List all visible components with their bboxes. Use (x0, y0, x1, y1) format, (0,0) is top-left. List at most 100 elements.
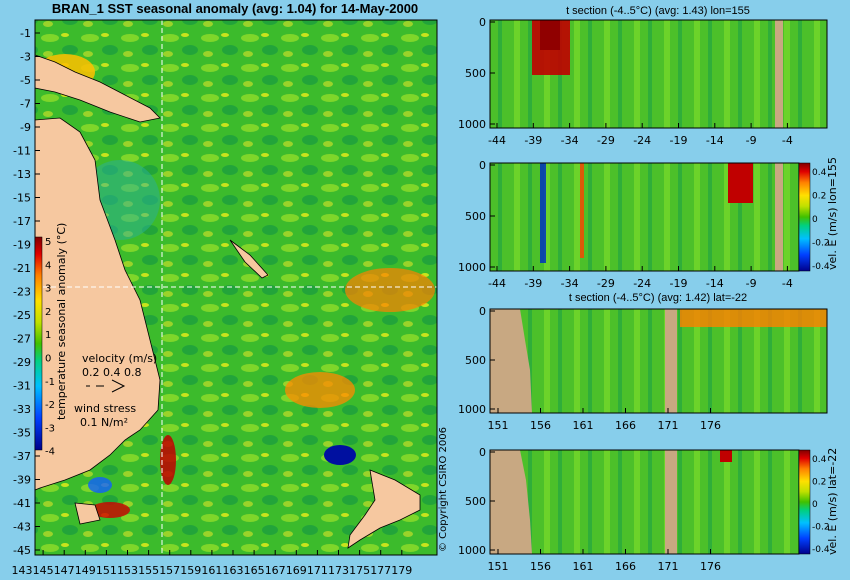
westward-current (540, 163, 546, 263)
land-mask (490, 450, 532, 554)
section-x-tick-label: 166 (615, 419, 636, 432)
colorbar-tick-label: -3 (45, 423, 55, 434)
vel-colorbar-lat (798, 449, 811, 555)
vel-colorbar-lat-label: vel. E (m/s) lat=-22 (826, 448, 839, 555)
section-x-tick-label: -34 (561, 277, 579, 290)
map-y-tick-label: -9 (20, 121, 31, 134)
section-x-tick-label: 171 (658, 419, 679, 432)
section-x-tick-label: 161 (573, 560, 594, 573)
vel-colorbar-tick-label: 0 (812, 500, 818, 510)
new-guinea-landmass (34, 54, 161, 123)
map-y-tick-label: -29 (13, 356, 31, 369)
colorbar-tick-label: 2 (45, 307, 51, 318)
land-mask (665, 450, 677, 554)
land-mask (775, 163, 783, 271)
colorbar-tick-label: 1 (45, 330, 51, 341)
section-y-tick-label: 500 (465, 210, 486, 223)
colorbar-tick-label: -4 (45, 447, 55, 458)
section-x-tick-label: -29 (597, 277, 615, 290)
map-x-tick-label: 169 (286, 564, 307, 577)
cold-anomaly-patch (88, 477, 112, 493)
velocity-legend-title: velocity (m/s) (82, 352, 157, 365)
section-x-tick-label: -44 (488, 134, 506, 147)
map-y-tick-label: -41 (13, 497, 31, 510)
map-x-tick-label: 155 (138, 564, 159, 577)
map-x-tick-label: 163 (223, 564, 244, 577)
map-x-axis: 143 145 147 149 151 153 155 157 159 161 163 165 167 1… (12, 550, 412, 577)
map-y-tick-label: -15 (13, 192, 31, 205)
colorbar-ticks: 5 4 3 2 1 0 -1 -2 -3 -4 (45, 237, 55, 458)
land-mask (775, 20, 783, 128)
section-y-tick-label: 500 (465, 67, 486, 80)
section-x-tick-label: -44 (488, 277, 506, 290)
vel-colorbar-tick-label: -0.2 (812, 239, 830, 249)
section-x-tick-label: 171 (658, 560, 679, 573)
map-x-tick-label: 173 (328, 564, 349, 577)
vel-colorbar-lon (798, 162, 811, 272)
section-x-tick-label: -39 (524, 134, 542, 147)
section-y-tick-label: 500 (465, 354, 486, 367)
vel-colorbar-lat-ticks: 0.4 0.2 0 -0.2 -0.4 (812, 455, 830, 555)
vel-colorbar-lon-ticks: 0.4 0.2 0 -0.2 -0.4 (812, 168, 830, 272)
colorbar-tick-label: 3 (45, 284, 51, 295)
section-x-tick-label: -4 (782, 277, 793, 290)
map-x-tick-label: 151 (96, 564, 117, 577)
new-zealand-landmass (347, 469, 421, 549)
vel-colorbar-tick-label: 0.2 (812, 478, 826, 488)
map-x-tick-label: 165 (244, 564, 265, 577)
map-y-tick-label: -11 (13, 145, 31, 158)
section-x-tick-label: 151 (488, 560, 509, 573)
vel-colorbar-tick-label: -0.2 (812, 523, 830, 533)
section-x-tick-label: -24 (633, 134, 651, 147)
land-mask (665, 309, 677, 413)
section-y-tick-label: 1000 (458, 261, 486, 274)
section-x-tick-label: 166 (615, 560, 636, 573)
map-y-tick-label: -33 (13, 403, 31, 416)
section-x-tick-label: -9 (746, 277, 757, 290)
section-x-tick-label: -39 (524, 277, 542, 290)
map-x-tick-label: 149 (75, 564, 96, 577)
vel-colorbar-tick-label: 0.2 (812, 192, 826, 202)
t-section-lat-title: t section (-4..5°C) (avg: 1.42) lat=-22 (569, 292, 747, 304)
section-y-tick-label: 0 (479, 446, 486, 459)
vel-colorbar-tick-label: 0 (812, 215, 818, 225)
tasmania-landmass (74, 502, 101, 525)
eastward-current (720, 450, 732, 462)
copyright-notice: © Copyright CSIRO 2006 (438, 427, 449, 552)
eastward-current (728, 163, 753, 203)
section-y-tick-label: 0 (479, 159, 486, 172)
section-x-tick-label: -14 (706, 277, 724, 290)
velocity-legend-values: 0.2 0.4 0.8 (82, 366, 141, 379)
warm-anomaly-patch (285, 372, 355, 408)
map-y-tick-label: -27 (13, 333, 31, 346)
section-x-tick-label: -9 (746, 134, 757, 147)
map-y-tick-label: -3 (20, 51, 31, 64)
map-x-tick-label: 167 (265, 564, 286, 577)
australia-landmass (34, 117, 161, 491)
section-x-tick-label: -19 (670, 277, 688, 290)
colorbar-tick-label: 0 (45, 354, 51, 365)
wind-legend-title: wind stress (74, 402, 136, 415)
colorbar-tick-label: -1 (45, 377, 55, 388)
vel-colorbar-tick-label: -0.4 (812, 545, 830, 555)
section-y-tick-label: 0 (479, 16, 486, 29)
map-y-tick-label: -39 (13, 474, 31, 487)
eastward-current (580, 163, 584, 258)
section-x-tick-label: -19 (670, 134, 688, 147)
section-y-tick-label: 500 (465, 495, 486, 508)
velocity-legend-arrows (86, 379, 126, 393)
map-x-tick-label: 159 (180, 564, 201, 577)
map-y-tick-label: -17 (13, 215, 31, 228)
t-section-lon-title: t section (-4..5°C) (avg: 1.43) lon=155 (566, 5, 750, 17)
map-y-tick-label: -19 (13, 239, 31, 252)
map-y-tick-label: -13 (13, 168, 31, 181)
section-y-tick-label: 1000 (458, 403, 486, 416)
section-x-tick-label: 151 (488, 419, 509, 432)
colorbar (34, 236, 43, 451)
section-x-tick-label: -34 (561, 134, 579, 147)
section-x-tick-label: 176 (700, 560, 721, 573)
map-x-tick-label: 145 (33, 564, 54, 577)
vel-colorbar-tick-label: 0.4 (812, 455, 827, 465)
warm-anomaly-patch (160, 435, 176, 485)
